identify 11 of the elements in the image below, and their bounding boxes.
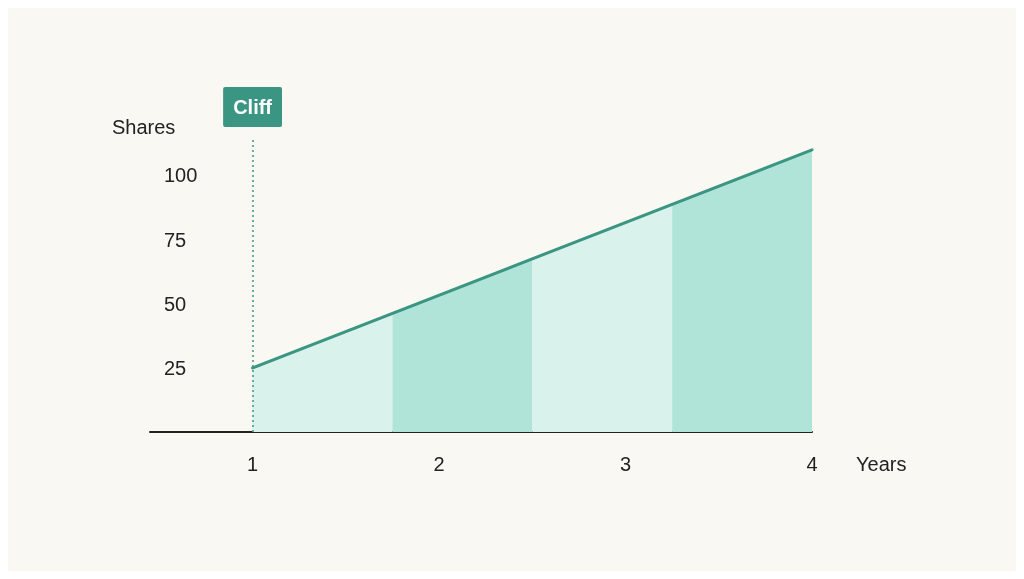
x-tick-label: 2 (433, 453, 445, 475)
y-tick-label: 50 (164, 292, 187, 315)
y-axis-title: Shares (112, 116, 176, 138)
x-tick-label: 3 (619, 453, 632, 475)
x-axis-title: Years (856, 453, 907, 475)
x-tick-label: 4 (806, 453, 818, 475)
y-tick-label: 25 (164, 356, 187, 379)
ref-line-label: Cliff (233, 96, 273, 118)
y-tick-label: 100 (164, 164, 198, 187)
y-tick-label: 75 (164, 228, 187, 251)
x-tick-label: 1 (247, 453, 259, 475)
